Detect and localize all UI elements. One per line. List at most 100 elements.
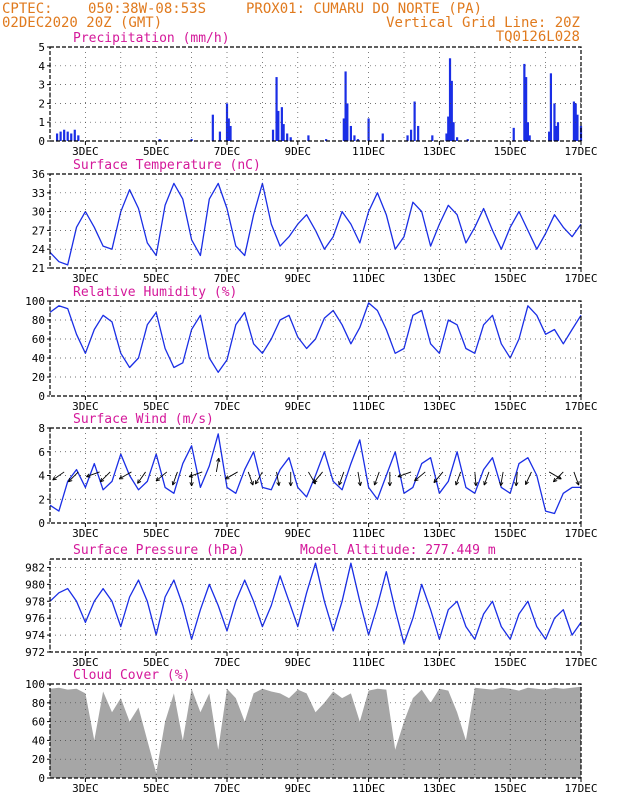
precip-bar bbox=[367, 118, 370, 141]
wind-arrow-head bbox=[137, 481, 142, 484]
precip-bar bbox=[409, 129, 413, 141]
precip-bar bbox=[548, 131, 551, 141]
cloud-xtick-label: 5DEC bbox=[143, 782, 170, 795]
wind-arrow-head bbox=[475, 481, 478, 487]
wind-arrow-head bbox=[455, 481, 460, 486]
rh-ytick-label: 20 bbox=[32, 371, 45, 384]
precip-bar bbox=[512, 127, 515, 141]
wind-arrow bbox=[338, 471, 345, 486]
wind-arrow bbox=[172, 471, 178, 486]
precip-bar bbox=[579, 125, 583, 141]
precip-bar bbox=[555, 125, 558, 141]
cloud-xtick-label: 15DEC bbox=[494, 782, 527, 795]
cloud-ytick-label: 80 bbox=[32, 697, 45, 710]
wind-arrow bbox=[247, 471, 254, 486]
rh-xtick-label: 13DEC bbox=[423, 400, 456, 413]
rh-xtick-label: 3DEC bbox=[72, 400, 99, 413]
precip-ytick-label: 3 bbox=[38, 79, 45, 92]
cloud-xtick-label: 13DEC bbox=[423, 782, 456, 795]
wind-arrow-head bbox=[525, 481, 529, 485]
temp-xtick-label: 17DEC bbox=[564, 272, 597, 285]
wind-arrow bbox=[99, 471, 111, 483]
precip-bar bbox=[59, 131, 62, 141]
precip-ytick-label: 5 bbox=[38, 41, 45, 54]
wind-arrow-head bbox=[387, 482, 391, 487]
precip-bar bbox=[406, 135, 409, 141]
pressure-xtick-label: 17DEC bbox=[564, 656, 597, 669]
precip-bar bbox=[70, 133, 73, 141]
wind-arrow-head bbox=[433, 480, 438, 484]
cloud-ytick-label: 0 bbox=[38, 772, 45, 785]
precip-bar bbox=[77, 135, 80, 141]
precip-bar bbox=[282, 124, 285, 141]
wind-arrow-head bbox=[552, 477, 556, 482]
wind-arrow-head bbox=[155, 479, 161, 482]
cloud-xtick-label: 7DEC bbox=[214, 782, 241, 795]
precip-bar bbox=[289, 137, 292, 141]
wind-arrow-head bbox=[414, 479, 419, 482]
precip-bar bbox=[381, 133, 384, 141]
precip-bar bbox=[456, 137, 459, 141]
rh-title: Relative Humidity (%) bbox=[73, 285, 237, 300]
wind-ytick-label: 0 bbox=[38, 517, 45, 530]
wind-xtick-label: 17DEC bbox=[564, 527, 597, 540]
wind-arrow-head bbox=[483, 481, 488, 486]
precip-bar bbox=[356, 139, 360, 141]
wind-arrow bbox=[188, 471, 203, 478]
rh-ytick-label: 100 bbox=[25, 295, 45, 308]
temp-xtick-label: 7DEC bbox=[214, 272, 241, 285]
wind-arrow-head bbox=[189, 482, 193, 487]
header-run-date: 02DEC2020 20Z (GMT) bbox=[2, 15, 162, 31]
wind-arrow bbox=[483, 471, 490, 486]
pressure-ytick-label: 976 bbox=[25, 612, 45, 625]
wind-arrow-head bbox=[338, 481, 343, 486]
wind-ytick-label: 8 bbox=[38, 422, 45, 435]
precip-ytick-label: 4 bbox=[38, 60, 45, 73]
temp-xtick-label: 13DEC bbox=[423, 272, 456, 285]
precip-xtick-label: 7DEC bbox=[214, 145, 241, 158]
pressure-ytick-label: 978 bbox=[25, 595, 45, 608]
precip-title: Precipitation (mm/h) bbox=[73, 31, 230, 46]
cloud-ytick-label: 100 bbox=[25, 678, 45, 691]
precip-bar bbox=[63, 129, 66, 141]
precip-bar bbox=[526, 122, 529, 141]
header-model-id: TQ0126L028 bbox=[496, 29, 580, 45]
wind-arrow bbox=[553, 471, 564, 483]
temp-ytick-label: 30 bbox=[32, 206, 45, 219]
precip-ytick-label: 1 bbox=[38, 116, 45, 129]
rh-xtick-label: 15DEC bbox=[494, 400, 527, 413]
wind-arrow-head bbox=[473, 482, 477, 487]
wind-arrow-head bbox=[67, 477, 71, 482]
wind-arrow-head bbox=[288, 482, 292, 487]
wind-arrow-head bbox=[68, 480, 73, 483]
temp-title: Surface Temperature (nC) bbox=[73, 158, 261, 173]
pressure-frame bbox=[49, 558, 582, 653]
wind-arrow-head bbox=[500, 482, 504, 486]
wind-arrow-head bbox=[290, 482, 293, 487]
cloud-ytick-label: 20 bbox=[32, 753, 45, 766]
precip-bar bbox=[523, 63, 526, 141]
precip-bar bbox=[73, 129, 76, 141]
precip-bar bbox=[466, 139, 469, 141]
precip-frame bbox=[49, 46, 582, 142]
wind-arrow bbox=[225, 471, 238, 480]
wind-xtick-label: 15DEC bbox=[494, 527, 527, 540]
precip-bar bbox=[448, 58, 452, 141]
wind-frame bbox=[49, 427, 582, 524]
temp-ytick-label: 24 bbox=[32, 243, 46, 256]
rh-xtick-label: 11DEC bbox=[352, 400, 385, 413]
precip-ytick-label: 2 bbox=[38, 97, 45, 110]
precip-bar bbox=[211, 114, 214, 141]
wind-arrow bbox=[515, 471, 518, 486]
wind-arrow-head bbox=[100, 480, 105, 483]
pressure-ytick-label: 972 bbox=[25, 646, 45, 659]
cloud-xtick-label: 3DEC bbox=[72, 782, 99, 795]
rh-xtick-label: 9DEC bbox=[285, 400, 312, 413]
cloud-title: Cloud Cover (%) bbox=[73, 668, 190, 683]
pressure-xtick-label: 13DEC bbox=[423, 656, 456, 669]
precip-xtick-label: 3DEC bbox=[72, 145, 99, 158]
wind-arrow-head bbox=[359, 481, 362, 486]
wind-arrow bbox=[52, 471, 65, 481]
precip-bar bbox=[55, 133, 59, 141]
precip-bar bbox=[553, 103, 556, 141]
